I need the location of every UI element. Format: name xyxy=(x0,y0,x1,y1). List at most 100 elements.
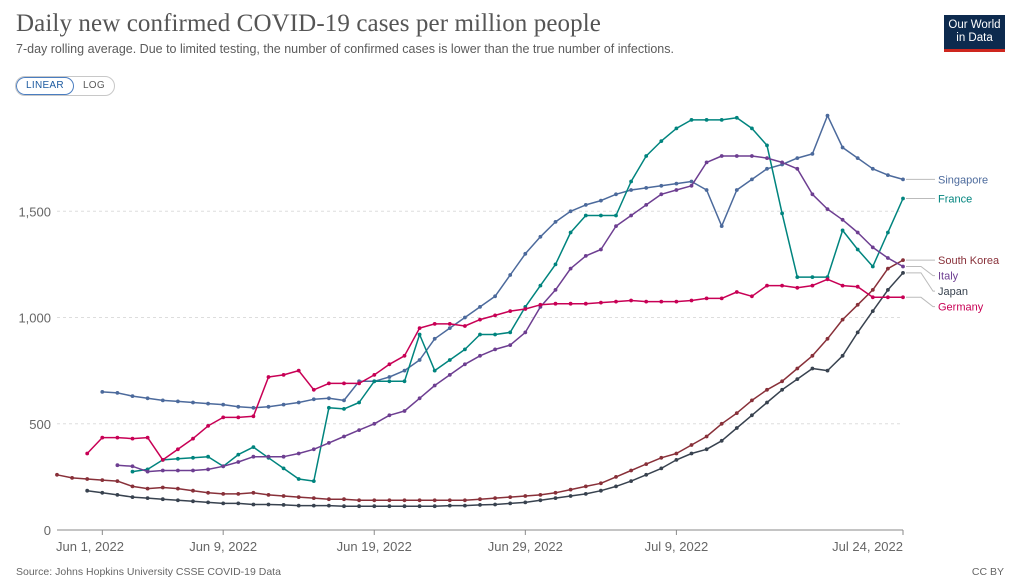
data-point xyxy=(206,454,211,459)
series-label: Germany xyxy=(938,302,984,314)
data-point xyxy=(825,277,830,282)
x-tick-label: Jun 29, 2022 xyxy=(488,539,563,554)
data-point xyxy=(659,299,664,304)
data-point xyxy=(296,495,301,499)
data-point xyxy=(689,298,694,303)
series-south-korea xyxy=(55,258,905,503)
data-point xyxy=(765,387,769,392)
data-point xyxy=(689,183,694,188)
data-point xyxy=(855,284,860,289)
data-point xyxy=(659,466,664,471)
data-point xyxy=(417,326,422,330)
data-point xyxy=(855,156,860,161)
data-point xyxy=(765,156,769,161)
data-point xyxy=(689,179,694,184)
data-point xyxy=(825,368,830,373)
data-point xyxy=(870,309,875,313)
data-point xyxy=(296,477,301,481)
data-point xyxy=(493,502,497,507)
data-point xyxy=(599,198,603,203)
data-point xyxy=(281,503,286,507)
data-point xyxy=(644,472,649,477)
data-point xyxy=(523,307,528,311)
data-point xyxy=(176,399,180,404)
data-point xyxy=(704,434,709,439)
data-point xyxy=(251,445,256,449)
linear-scale-button[interactable]: LINEAR xyxy=(16,77,74,95)
data-point xyxy=(160,497,165,502)
data-point xyxy=(719,224,724,229)
data-point xyxy=(432,322,437,326)
log-scale-button[interactable]: LOG xyxy=(82,80,105,91)
data-point xyxy=(780,283,784,288)
scale-toggle: LINEAR LOG xyxy=(15,76,115,96)
data-point xyxy=(674,181,679,186)
data-point xyxy=(296,451,301,456)
data-point xyxy=(311,447,316,452)
series-line xyxy=(117,155,904,473)
data-point xyxy=(825,207,830,212)
data-point xyxy=(674,126,679,131)
data-point xyxy=(266,404,271,409)
data-point xyxy=(311,503,316,508)
data-point xyxy=(840,353,845,358)
data-point xyxy=(402,504,407,509)
data-point xyxy=(176,486,180,491)
data-point xyxy=(221,501,226,506)
data-point xyxy=(236,492,241,496)
data-point xyxy=(100,435,105,440)
data-point xyxy=(795,166,800,171)
data-point xyxy=(160,485,165,490)
x-tick-label: Jun 9, 2022 xyxy=(189,539,257,554)
source-note[interactable]: Source: Johns Hopkins University CSSE CO… xyxy=(16,566,281,578)
data-point xyxy=(387,375,392,379)
data-point xyxy=(568,494,573,498)
data-point xyxy=(674,451,679,456)
data-point xyxy=(402,498,407,503)
series-line xyxy=(102,114,904,409)
data-point xyxy=(870,245,875,250)
data-point xyxy=(357,498,361,503)
data-point xyxy=(55,472,59,477)
data-point xyxy=(493,294,497,299)
owid-logo[interactable]: Our World in Data xyxy=(944,15,1005,52)
data-point xyxy=(719,421,724,426)
data-point xyxy=(719,296,724,301)
data-point xyxy=(674,299,679,304)
data-point xyxy=(568,301,573,306)
data-point xyxy=(478,305,482,309)
data-point xyxy=(402,409,407,413)
data-point xyxy=(447,503,452,508)
series-france xyxy=(130,115,905,483)
label-connector xyxy=(906,266,935,277)
data-point xyxy=(432,383,437,388)
data-point xyxy=(855,230,860,235)
data-point xyxy=(251,454,256,459)
data-point xyxy=(568,209,573,214)
data-point xyxy=(176,447,180,452)
data-point xyxy=(357,504,361,509)
data-point xyxy=(870,166,875,171)
license-link[interactable]: CC BY xyxy=(971,566,1004,578)
data-point xyxy=(493,347,497,352)
y-tick-label: 1,000 xyxy=(18,311,51,326)
data-point xyxy=(901,258,905,262)
data-point xyxy=(734,290,739,294)
data-point xyxy=(780,387,784,392)
data-point xyxy=(704,188,709,192)
data-point xyxy=(191,455,195,460)
data-point xyxy=(432,368,437,373)
data-point xyxy=(417,504,422,509)
data-point xyxy=(85,451,90,456)
chart-subtitle: 7-day rolling average. Due to limited te… xyxy=(16,42,674,56)
data-point xyxy=(70,476,74,480)
data-point xyxy=(432,498,437,503)
data-point xyxy=(840,228,845,233)
data-point xyxy=(342,407,346,411)
data-point xyxy=(342,381,346,386)
data-point xyxy=(840,217,845,222)
data-point xyxy=(387,362,392,367)
data-point xyxy=(750,398,754,403)
data-point xyxy=(327,441,331,445)
data-point xyxy=(417,396,422,401)
